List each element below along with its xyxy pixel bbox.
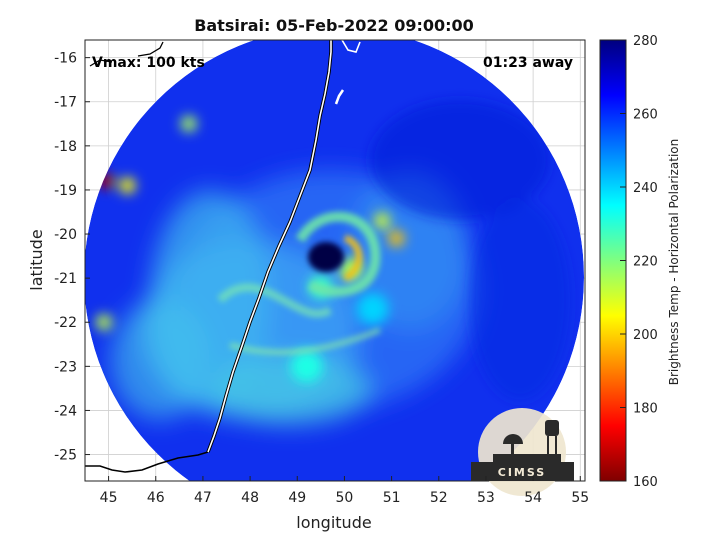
colorbar-label: Brightness Temp - Horizontal Polarizatio…	[667, 139, 681, 386]
x-tick-label: 49	[288, 490, 306, 506]
convection-rainband	[356, 293, 389, 326]
convection-convective_cell	[388, 230, 405, 247]
y-axis: -16 -17 -18 -19 -20 -21 -22 -23 -24 -25	[54, 51, 90, 464]
y-tick-label: -20	[54, 227, 77, 243]
colorbar-tick-label: 180	[633, 402, 658, 417]
time-away-label: 01:23 away	[483, 55, 573, 71]
x-tick-label: 55	[571, 490, 589, 506]
y-tick-label: -18	[54, 139, 77, 155]
x-tick-label: 54	[524, 490, 542, 506]
logo-text: CIMSS	[498, 466, 546, 479]
convection-convective_cell	[374, 212, 391, 229]
y-tick-label: -21	[54, 271, 77, 287]
y-tick-label: -23	[54, 359, 77, 375]
convection-convective_cell	[95, 314, 112, 331]
x-tick-label: 50	[336, 490, 354, 506]
y-tick-label: -16	[54, 51, 77, 67]
x-tick-label: 48	[241, 490, 259, 506]
convection-convective_cell	[119, 177, 136, 194]
x-tick-label: 45	[100, 490, 118, 506]
plot-area: Vmax: 100 kts 01:23 away CIMSS	[84, 39, 586, 496]
plot-frame	[84, 39, 586, 482]
convection-rainband	[290, 350, 323, 383]
x-axis-label: longitude	[296, 513, 371, 532]
x-tick-label: 52	[430, 490, 448, 506]
colorbar-ticks: 280 260 240 220 200 180 160	[620, 34, 658, 490]
colorbar: 280 260 240 220 200 180 160 Brightness Temp - …	[599, 34, 681, 490]
x-tick-label: 51	[383, 490, 401, 506]
x-axis: 45 46 47 48 49 50 51 52 53 54 55	[100, 476, 589, 506]
colorbar-tick-label: 220	[633, 255, 658, 270]
colorbar-tick-label: 280	[633, 34, 658, 49]
y-tick-label: -19	[54, 183, 77, 199]
coastline	[85, 40, 361, 473]
colorbar-tick-label: 160	[633, 475, 658, 490]
y-tick-label: -25	[54, 448, 77, 464]
y-tick-label: -22	[54, 315, 77, 331]
y-tick-label: -24	[54, 403, 77, 419]
x-tick-label: 47	[194, 490, 212, 506]
x-tick-label: 53	[477, 490, 495, 506]
cimss-logo: CIMSS	[471, 408, 574, 496]
x-tick-label: 46	[147, 490, 165, 506]
vmax-label: Vmax: 100 kts	[92, 55, 205, 71]
colorbar-tick-label: 260	[633, 108, 658, 123]
y-axis-label: latitude	[27, 229, 46, 290]
y-tick-label: -17	[54, 95, 77, 111]
chart-title: Batsirai: 05-Feb-2022 09:00:00	[194, 16, 474, 35]
colorbar-tick-label: 200	[633, 328, 658, 343]
colorbar-tick-label: 240	[633, 181, 658, 196]
convection-convective_cell	[180, 115, 197, 132]
